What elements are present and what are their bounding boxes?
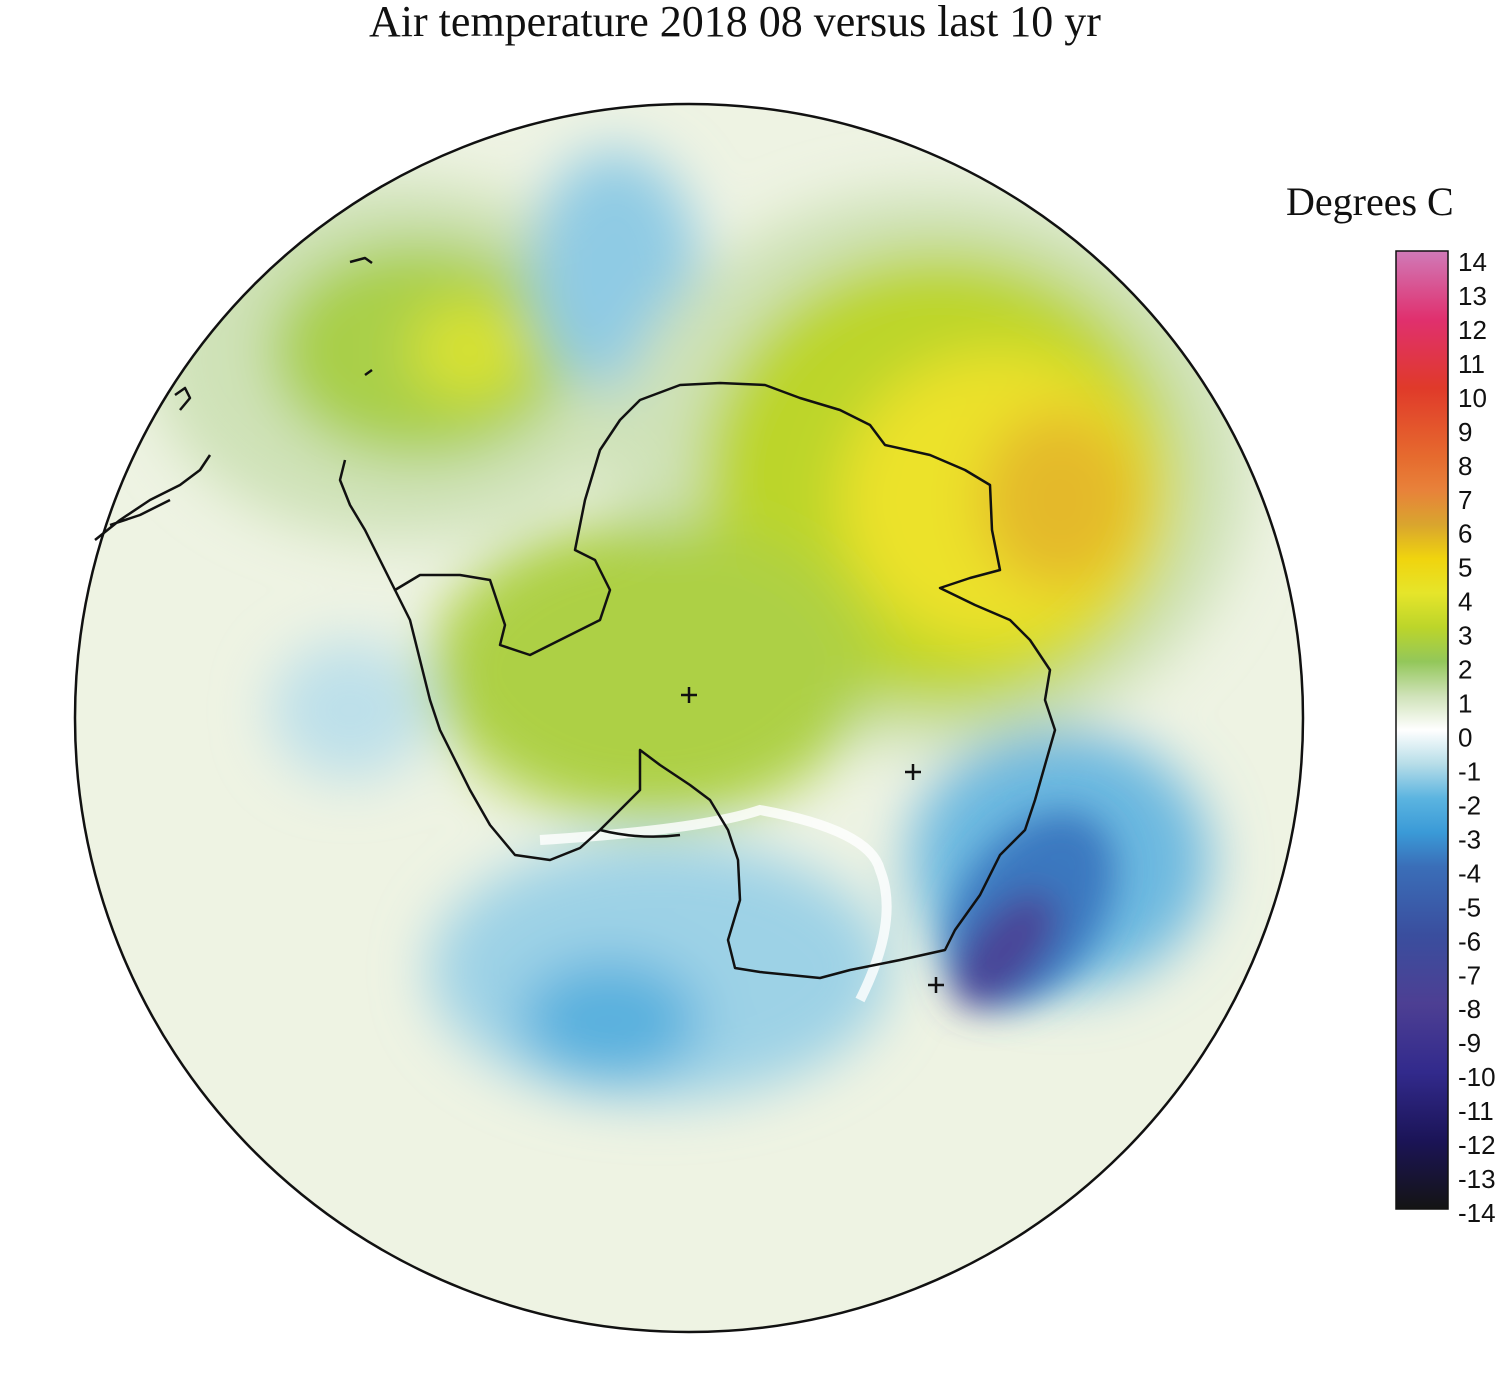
colorbar-tick-label: 11 — [1458, 349, 1485, 379]
colorbar-tick-label: -2 — [1458, 790, 1481, 820]
colorbar-ticks: 14131211109876543210-1-2-3-4-5-6-7-8-9-1… — [1458, 247, 1496, 1228]
colorbar-tick-label: 14 — [1458, 247, 1487, 277]
ross-ice-shelf-edge — [599, 828, 681, 838]
colorbar-tick-label: 8 — [1458, 451, 1472, 481]
colorbar-tick-label: 7 — [1458, 485, 1472, 515]
colorbar-tick-label: 9 — [1458, 417, 1472, 447]
colorbar-tick-label: 10 — [1458, 383, 1487, 413]
colorbar-tick-label: 0 — [1458, 723, 1472, 753]
colorbar-tick-label: 3 — [1458, 621, 1472, 651]
colorbar-tick-label: -9 — [1458, 1028, 1481, 1058]
pole-marker — [681, 687, 697, 703]
colorbar-tick-label: -6 — [1458, 926, 1481, 956]
island-south-georgia — [349, 256, 373, 265]
station-markers — [681, 687, 944, 993]
colorbar-tick-label: -10 — [1458, 1062, 1496, 1092]
colorbar-tick-label: 2 — [1458, 655, 1472, 685]
anomaly-field — [75, 104, 1303, 1332]
cool-region-bellingshausen — [270, 640, 430, 780]
colorbar-tick-label: -8 — [1458, 994, 1481, 1024]
station-marker-1 — [905, 764, 921, 780]
coastlines — [94, 256, 1057, 980]
map-title: Air temperature 2018 08 versus last 10 y… — [369, 0, 1101, 46]
map-border — [73, 102, 1305, 1334]
colorbar-tick-label: 4 — [1458, 587, 1472, 617]
colorbar-title: Degrees C — [1286, 179, 1454, 224]
colorbar-tick-label: -7 — [1458, 960, 1481, 990]
colorbar-tick-label: 1 — [1458, 689, 1472, 719]
colorbar-tick-label: -14 — [1458, 1198, 1496, 1228]
colorbar-tick-label: -5 — [1458, 892, 1481, 922]
warm-region-plateau — [430, 520, 870, 820]
station-marker-2 — [928, 977, 944, 993]
colorbar-tick-label: -12 — [1458, 1130, 1496, 1160]
antarctic-peninsula — [338, 459, 397, 591]
colorbar-tick-label: -3 — [1458, 824, 1481, 854]
colorbar-tick-label: 5 — [1458, 553, 1472, 583]
colorbar-tick-label: -4 — [1458, 858, 1481, 888]
south-america-tip — [94, 454, 212, 541]
island-south-sandwich — [364, 368, 373, 377]
cold-region-indian-max — [952, 891, 1058, 1009]
warm-region-atlantic-max — [410, 300, 530, 400]
warm-region-east-max — [980, 410, 1140, 590]
antarctica-coastline — [393, 381, 1057, 980]
colorbar — [1395, 250, 1449, 1210]
colorbar-tick-label: -13 — [1458, 1164, 1496, 1194]
colorbar-tick-label: -1 — [1458, 756, 1481, 786]
colorbar-tick-label: 12 — [1458, 315, 1487, 345]
island-falklands — [174, 386, 192, 411]
colorbar-tick-label: -11 — [1458, 1096, 1494, 1126]
colorbar-tick-label: 13 — [1458, 281, 1487, 311]
cool-region-pacific-core — [520, 960, 700, 1080]
colorbar-tick-label: 6 — [1458, 519, 1472, 549]
zero-band — [539, 804, 892, 1003]
